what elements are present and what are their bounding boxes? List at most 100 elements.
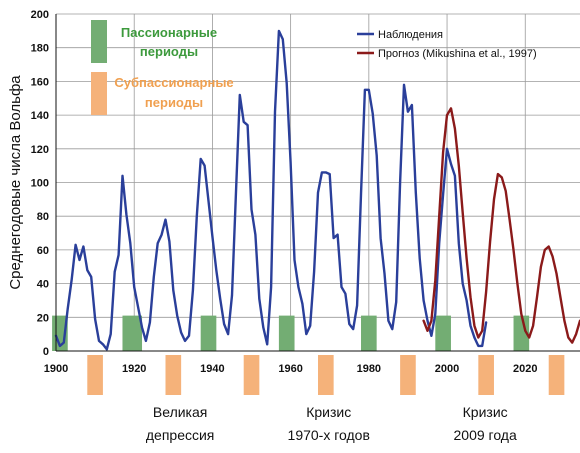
y-tick-label: 160 — [31, 76, 49, 88]
subpassionary-legend-label: периоды — [145, 95, 203, 110]
observations-point — [293, 259, 296, 261]
observations-point — [442, 193, 444, 195]
y-tick-label: 200 — [31, 9, 49, 21]
observations-point — [336, 234, 339, 236]
forecast-point — [532, 325, 534, 327]
observations-point — [160, 234, 163, 236]
forecast-point — [426, 330, 429, 332]
annotation-text: Великая — [153, 404, 207, 420]
forecast-point — [544, 249, 546, 251]
observations-point — [90, 276, 92, 278]
observations-point — [317, 192, 319, 194]
observations-point — [137, 306, 139, 308]
observations-point — [243, 121, 245, 123]
forecast-point — [520, 313, 522, 315]
observations-point — [415, 192, 417, 194]
x-tick-label: 1940 — [200, 363, 224, 375]
observations-point — [352, 328, 354, 330]
forecast-point — [516, 283, 519, 285]
observations-point — [223, 323, 225, 325]
axes — [55, 14, 580, 352]
forecast-point — [446, 114, 448, 116]
forecast-point — [442, 151, 444, 153]
subpassionary-legend-label: Субпассионарные — [114, 75, 233, 90]
passionary-band — [513, 315, 530, 351]
series-layer — [54, 29, 580, 351]
y-tick-label: 140 — [31, 110, 49, 122]
line-legend: Наблюдения Прогноз (Mikushina et al., 199… — [357, 29, 537, 60]
passionary-bands — [52, 315, 530, 351]
passionary-band — [435, 315, 451, 351]
observations-point — [71, 279, 73, 281]
forecast-point — [465, 257, 468, 259]
observations-point — [344, 293, 346, 295]
y-tick-label: 60 — [37, 245, 49, 257]
subpassionary-band — [478, 355, 494, 395]
y-tick-label: 120 — [31, 144, 49, 156]
observations-point — [391, 328, 393, 330]
observations-point — [450, 163, 452, 165]
observations-point — [184, 340, 186, 342]
observations-point — [422, 299, 425, 302]
observations-point — [313, 271, 315, 273]
observations-point — [67, 308, 69, 310]
observations-point — [379, 237, 382, 239]
observations-point — [270, 286, 272, 288]
forecast-point — [555, 272, 558, 275]
observations-point — [360, 193, 362, 195]
y-tick-label: 20 — [37, 312, 49, 324]
observations-point — [207, 200, 210, 202]
observations-point — [481, 345, 483, 347]
observations-point — [157, 242, 159, 244]
observations-point — [329, 173, 331, 175]
observations-point — [407, 111, 409, 113]
forecast-point — [563, 320, 565, 322]
annotation-text: Кризис — [463, 404, 508, 420]
subpassionary-legend-swatch — [91, 72, 107, 115]
forecast-point — [505, 190, 507, 192]
observations-point — [368, 89, 370, 91]
subpassionary-band — [548, 355, 565, 395]
observations-point — [200, 158, 202, 160]
observations-point — [231, 294, 233, 296]
observations-point — [477, 345, 479, 347]
observations-point — [192, 289, 194, 291]
passionary-legend-label: Пассионарные — [121, 25, 217, 40]
observations-point — [196, 215, 198, 217]
observations-point — [387, 320, 389, 322]
forecast-point — [575, 333, 577, 335]
subpassionary-band — [400, 355, 416, 395]
observations-point — [172, 289, 174, 291]
forecast-point — [571, 341, 573, 344]
passionary-band — [361, 315, 377, 351]
observations-point — [333, 237, 335, 239]
y-tick-label: 0 — [43, 346, 49, 358]
subpassionary-band — [165, 355, 182, 395]
forecast-point — [552, 256, 554, 258]
passionary-legend-label: периоды — [140, 44, 198, 59]
observations-point — [203, 165, 206, 167]
observations-point — [282, 38, 284, 40]
observations-point — [129, 242, 131, 244]
observations-point — [454, 175, 456, 177]
observations-point — [176, 315, 178, 317]
observations-point — [458, 242, 460, 244]
observations-point — [462, 283, 464, 285]
observations-point — [188, 335, 190, 337]
observations-point — [141, 326, 143, 329]
observations-point — [168, 240, 171, 243]
x-tick-label: 1960 — [278, 363, 302, 375]
observations-point — [395, 301, 397, 303]
passionary-band — [278, 315, 295, 351]
subpassionary-bands — [87, 355, 565, 395]
annotation-text: Кризис — [306, 404, 351, 420]
y-tick-labels: 0 20 40 60 80 100 120 140 160 180 200 — [31, 9, 49, 358]
observations-point — [376, 154, 378, 157]
forecast-point — [528, 336, 530, 339]
annotations: Великая депрессия Кризис 1970-х годов Кризис… — [146, 404, 517, 443]
observations-point — [102, 343, 104, 345]
observations-point — [438, 242, 440, 244]
observations-point — [262, 326, 264, 329]
observations-point — [446, 148, 448, 150]
